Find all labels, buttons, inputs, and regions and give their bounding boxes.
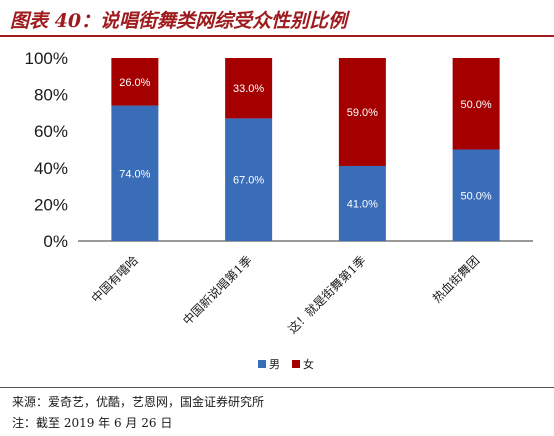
data-label: 50.0% [461,190,492,202]
y-tick-label: 80% [34,86,68,105]
title-rule [0,35,554,37]
bars: 74.0% 26.0% 67.0% 33.0% 41.0% 59.0% 50.0% 50.0% [111,58,500,241]
footer-rule [0,387,554,388]
y-axis-ticks: 0% 20% 40% 60% 80% 100% [25,49,68,251]
data-label: 59.0% [347,107,378,119]
bar-segment-male [338,165,386,241]
legend-swatch-female [292,360,300,368]
data-label: 26.0% [119,77,150,89]
legend: 男女 [258,357,314,371]
bar-segment-female [225,58,273,119]
x-category-label: 这！就是街舞第1季 [285,253,369,337]
y-tick-label: 100% [25,49,68,68]
y-tick-label: 40% [34,159,68,178]
y-tick-label: 0% [43,232,68,251]
bar-segment-male [225,118,273,241]
date-note: 注：截至 2019 年 6 月 26 日 [12,416,173,430]
bar-segment-male [452,149,500,241]
x-category-label: 中国新说唱第1季 [179,253,254,328]
bar-segment-female [338,58,386,166]
y-tick-label: 60% [34,122,68,141]
y-tick-label: 20% [34,195,68,214]
source-note: 来源：爱奇艺，优酷，艺恩网，国金证券研究所 [12,395,265,409]
bar-segment-female [111,58,159,106]
stacked-bar-chart: 0% 20% 40% 60% 80% 100% 74.0% 26.0% 67.0% 33.0% 4… [25,49,533,371]
x-axis-labels: 中国有嘻哈 中国新说唱第1季 这！就是街舞第1季 热血街舞团 [88,253,482,337]
data-label: 74.0% [119,168,150,180]
data-label: 33.0% [233,83,264,95]
legend-label: 女 [303,357,314,371]
chart-title: 图表 40：说唱街舞类网综受众性别比例 [10,10,348,32]
x-category-label: 热血街舞团 [430,253,482,305]
data-label: 41.0% [347,198,378,210]
data-label: 67.0% [233,175,264,187]
legend-swatch-male [258,360,266,368]
x-category-label: 中国有嘻哈 [88,253,141,306]
data-label: 50.0% [461,99,492,111]
bar-segment-male [111,105,159,241]
bar-segment-female [452,58,500,150]
legend-label: 男 [269,358,280,371]
